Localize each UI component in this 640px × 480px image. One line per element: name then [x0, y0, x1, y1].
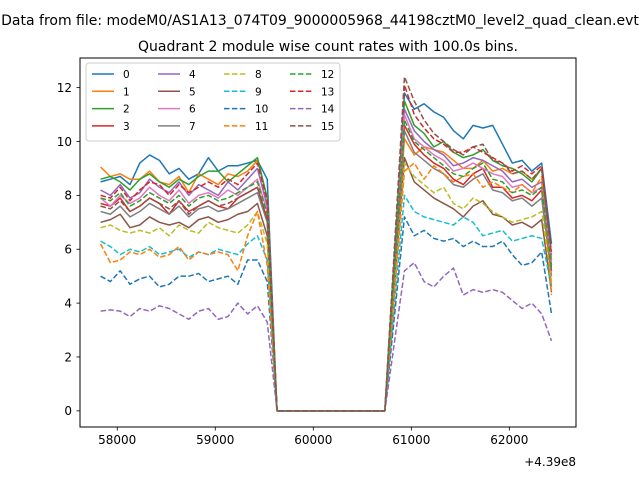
series-line-1 [100, 138, 553, 412]
legend-label-12: 12 [321, 69, 334, 81]
series-line-9 [100, 194, 553, 412]
y-tick-label: 10 [57, 135, 72, 149]
plot-area-frame [79, 57, 577, 428]
y-tick-label: 4 [64, 296, 72, 310]
figure-suptitle: Data from file: modeM0/AS1A13_074T09_900… [1, 13, 639, 29]
x-axis-offset-text: +4.39e8 [524, 455, 576, 469]
legend-label-0: 0 [123, 69, 130, 81]
legend-label-7: 7 [189, 121, 196, 133]
legend-label-5: 5 [189, 86, 196, 98]
series-line-12 [100, 119, 553, 412]
x-tick-label: 59000 [196, 433, 234, 447]
series-line-15 [100, 76, 553, 412]
legend-label-4: 4 [189, 69, 196, 81]
legend-label-3: 3 [123, 121, 130, 133]
x-tick-label: 60000 [294, 433, 332, 447]
series-line-2 [100, 100, 553, 412]
legend-label-9: 9 [255, 86, 262, 98]
y-tick-label: 12 [57, 81, 72, 95]
y-tick-label: 8 [64, 189, 72, 203]
x-tick-label: 58000 [98, 433, 136, 447]
series-layer [99, 76, 553, 412]
x-tick-label: 62000 [490, 433, 528, 447]
chart-title: Quadrant 2 module wise count rates with … [138, 39, 518, 55]
series-line-10 [100, 216, 553, 412]
legend-box [85, 62, 341, 142]
legend-label-14: 14 [321, 104, 335, 116]
y-tick-label: 2 [64, 350, 72, 364]
series-line-8 [100, 162, 553, 412]
y-tick-label: 6 [64, 243, 72, 257]
legend-label-8: 8 [255, 69, 262, 81]
x-axis: 58000 59000 60000 61000 62000 [98, 427, 528, 447]
legend-label-1: 1 [123, 86, 130, 98]
legend-label-6: 6 [189, 104, 196, 116]
x-tick-label: 61000 [392, 433, 430, 447]
legend-label-11: 11 [255, 121, 268, 133]
series-line-6 [100, 113, 553, 412]
legend-label-15: 15 [321, 121, 334, 133]
y-axis: 0 2 4 6 8 10 12 [57, 81, 80, 418]
y-tick-label: 0 [64, 404, 72, 418]
legend-label-13: 13 [321, 86, 334, 98]
series-line-4 [100, 108, 553, 412]
legend-label-2: 2 [123, 104, 130, 116]
legend-label-10: 10 [255, 104, 268, 116]
